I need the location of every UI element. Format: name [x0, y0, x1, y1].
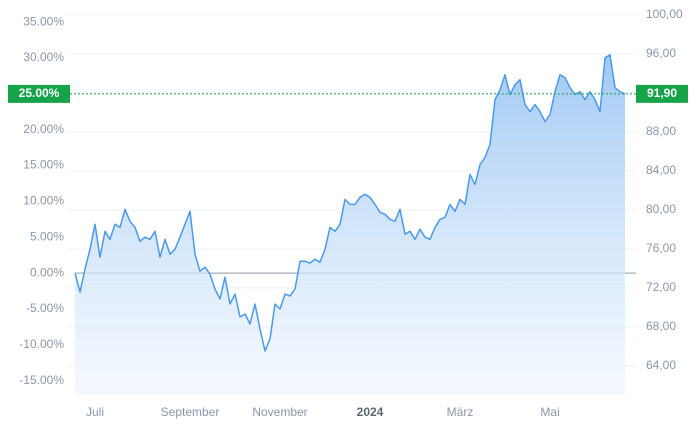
- line: [74, 54, 626, 352]
- x-tick-label: Mai: [540, 405, 559, 419]
- x-tick-label: März: [447, 405, 474, 419]
- y-tick-label: -5.00%: [26, 301, 64, 315]
- current-price-badge: [636, 84, 688, 103]
- area: [75, 54, 625, 396]
- y-tick-label: 30.00%: [23, 50, 64, 64]
- current-percent-badge: [8, 84, 70, 103]
- y-tick-label: -15.00%: [19, 373, 64, 387]
- y-tick-label: 5.00%: [30, 229, 64, 243]
- y2-tick-label: 96,00: [646, 46, 676, 60]
- y-tick-label: 35.00%: [23, 14, 64, 28]
- current-percent-label: 25.00%: [19, 86, 60, 100]
- y2-tick-label: 68,00: [646, 319, 676, 333]
- y2-tick-label: 76,00: [646, 241, 676, 255]
- y-tick-label: 10.00%: [23, 194, 64, 208]
- y2-tick-label: 80,00: [646, 202, 676, 216]
- current-price-label: 91,90: [647, 86, 677, 100]
- x-tick-label: Juli: [86, 405, 104, 419]
- y-tick-label: 20.00%: [23, 122, 64, 136]
- y2-tick-label: 88,00: [646, 124, 676, 138]
- y2-tick-label: 100,00: [646, 7, 683, 21]
- x-tick-label: November: [252, 405, 307, 419]
- y-tick-label: -10.00%: [19, 337, 64, 351]
- y-tick-label: 15.00%: [23, 158, 64, 172]
- x-tick-label: September: [161, 405, 220, 419]
- x-tick-label: 2024: [357, 405, 384, 419]
- y2-tick-label: 84,00: [646, 163, 676, 177]
- y2-tick-label: 64,00: [646, 358, 676, 372]
- y-tick-label: 0.00%: [30, 265, 64, 279]
- y2-tick-label: 72,00: [646, 280, 676, 294]
